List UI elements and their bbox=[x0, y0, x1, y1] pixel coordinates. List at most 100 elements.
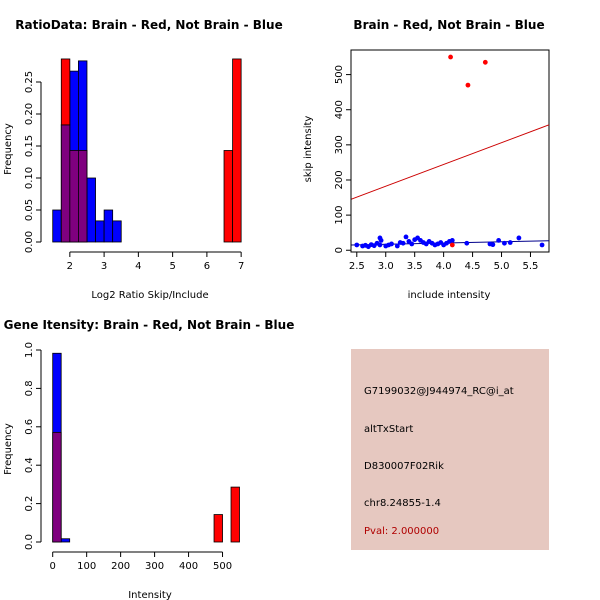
scatter-point-not-brain bbox=[377, 242, 383, 248]
ratio-bar-brain bbox=[223, 150, 233, 243]
ratio-y-tick-label: 0.20 bbox=[24, 103, 35, 125]
ratio-x-axis-label: Log2 Ratio Skip/Include bbox=[91, 290, 208, 301]
scatter-point-not-brain bbox=[516, 235, 522, 241]
intensity-y-axis: 0.0 0.2 0.4 0.6 0.8 1.0 bbox=[24, 342, 42, 550]
scatter-y-tick-label: 200 bbox=[334, 170, 345, 189]
scatter-panel: Brain - Red, Not Brain - Blue include in… bbox=[303, 18, 550, 301]
ratio-bar-not-brain bbox=[86, 177, 96, 243]
scatter-x-tick-label: 4.0 bbox=[436, 261, 452, 272]
ratio-bar-brain bbox=[60, 58, 71, 126]
scatter-chart-title: Brain - Red, Not Brain - Blue bbox=[353, 18, 544, 32]
ratio-y-axis: 0.00 0.05 0.10 0.15 0.20 0.25 bbox=[24, 71, 42, 253]
ratio-y-tick-label: 0.25 bbox=[24, 71, 35, 93]
ratio-histogram-panel: RatioData: Brain - Red, Not Brain - Blue… bbox=[3, 18, 283, 301]
scatter-x-axis: 2.5 3.0 3.5 4.0 4.5 5.0 5.5 bbox=[349, 251, 539, 272]
ratio-x-axis: 2 3 4 5 6 7 bbox=[67, 251, 244, 272]
scatter-point-brain bbox=[449, 242, 455, 248]
ratio-y-tick-label: 0.10 bbox=[24, 167, 35, 189]
intensity-chart-title: Gene Itensity: Brain - Red, Not Brain - … bbox=[4, 318, 295, 332]
ratio-x-tick-label: 4 bbox=[135, 261, 141, 272]
scatter-x-tick-label: 5.0 bbox=[494, 261, 510, 272]
scatter-point-not-brain bbox=[507, 240, 513, 245]
intensity-histogram-panel: Gene Itensity: Brain - Red, Not Brain - … bbox=[3, 318, 294, 600]
scatter-point-not-brain bbox=[409, 241, 415, 247]
scatter-point-not-brain bbox=[539, 242, 545, 248]
intensity-x-tick-label: 500 bbox=[213, 561, 232, 572]
scatter-point-not-brain bbox=[464, 240, 470, 246]
intensity-x-axis: 0 100 200 300 400 500 bbox=[50, 551, 232, 572]
scatter-y-axis-label: skip intensity bbox=[303, 116, 314, 183]
intensity-y-tick-label: 0.6 bbox=[24, 419, 35, 435]
intensity-x-tick-label: 300 bbox=[145, 561, 164, 572]
location-text: chr8.24855-1.4 bbox=[364, 498, 441, 509]
scatter-point-not-brain bbox=[378, 238, 384, 243]
intensity-y-axis-label: Frequency bbox=[3, 423, 14, 475]
scatter-point-brain bbox=[448, 54, 453, 60]
ratio-x-tick-label: 6 bbox=[204, 261, 210, 272]
scatter-point-not-brain bbox=[496, 238, 502, 243]
ratio-x-tick-label: 7 bbox=[238, 261, 244, 272]
ratio-x-tick-label: 5 bbox=[169, 261, 175, 272]
scatter-point-not-brain bbox=[389, 241, 394, 247]
ratio-bar-not-brain bbox=[52, 209, 62, 243]
ratio-bar-not-brain bbox=[103, 209, 114, 243]
probe-id-text: G7199032@J944974_RC@i_at bbox=[364, 386, 514, 397]
scatter-y-tick-label: 300 bbox=[334, 135, 345, 154]
scatter-points bbox=[350, 54, 550, 250]
ratio-bar-brain bbox=[232, 58, 242, 243]
scatter-y-tick-label: 0 bbox=[334, 247, 345, 253]
ratio-x-tick-label: 2 bbox=[67, 261, 73, 272]
scatter-plot-box bbox=[350, 49, 550, 253]
ratio-y-tick-label: 0.15 bbox=[24, 135, 35, 157]
scatter-point-not-brain bbox=[400, 240, 406, 246]
ratio-bar-not-brain bbox=[95, 220, 105, 243]
scatter-point-brain bbox=[465, 82, 471, 88]
scatter-point-not-brain bbox=[354, 242, 360, 248]
ratio-y-tick-label: 0.00 bbox=[24, 231, 35, 253]
event-type-text: altTxStart bbox=[364, 424, 414, 435]
ratio-bar-overlap bbox=[78, 150, 88, 243]
scatter-x-tick-label: 3.5 bbox=[407, 261, 423, 272]
intensity-y-tick-label: 0.8 bbox=[24, 380, 35, 396]
intensity-bar-brain bbox=[213, 514, 223, 543]
ratio-y-axis-label: Frequency bbox=[3, 123, 14, 175]
intensity-x-tick-label: 0 bbox=[50, 561, 56, 572]
intensity-bar-overlap bbox=[52, 431, 62, 543]
gene-info-panel: G7199032@J944974_RC@i_at altTxStart D830… bbox=[351, 349, 549, 550]
scatter-x-tick-label: 3.0 bbox=[378, 261, 394, 272]
intensity-x-tick-label: 200 bbox=[111, 561, 130, 572]
ratio-x-tick-label: 3 bbox=[101, 261, 107, 272]
intensity-y-tick-label: 0.4 bbox=[24, 457, 35, 473]
scatter-x-tick-label: 2.5 bbox=[349, 261, 365, 272]
scatter-y-tick-label: 400 bbox=[334, 100, 345, 119]
intensity-x-axis-label: Intensity bbox=[128, 590, 172, 600]
scatter-y-axis: 0 100 200 300 400 500 bbox=[334, 65, 352, 253]
intensity-bars bbox=[52, 352, 240, 543]
scatter-x-tick-label: 4.5 bbox=[465, 261, 481, 272]
scatter-y-tick-label: 500 bbox=[334, 65, 345, 84]
scatter-point-not-brain bbox=[449, 238, 455, 243]
pval-text: Pval: 2.000000 bbox=[364, 526, 440, 537]
intensity-y-tick-label: 0.2 bbox=[24, 496, 35, 512]
scatter-y-tick-label: 100 bbox=[334, 206, 345, 225]
ratio-y-tick-label: 0.05 bbox=[24, 199, 35, 221]
ratio-chart-title: RatioData: Brain - Red, Not Brain - Blue bbox=[15, 18, 282, 32]
intensity-bar-not-brain bbox=[60, 538, 71, 543]
scatter-point-not-brain bbox=[502, 240, 507, 246]
scatter-point-not-brain bbox=[403, 234, 409, 240]
ratio-bar-overlap bbox=[60, 124, 71, 243]
intensity-x-tick-label: 400 bbox=[179, 561, 198, 572]
scatter-point-not-brain bbox=[394, 243, 400, 249]
intensity-bar-brain bbox=[230, 486, 240, 543]
ratio-bar-overlap bbox=[69, 150, 79, 243]
scatter-x-tick-label: 5.5 bbox=[523, 261, 539, 272]
ratio-bar-not-brain bbox=[112, 220, 122, 243]
scatter-point-brain bbox=[482, 59, 488, 65]
ratio-bars bbox=[52, 58, 242, 243]
intensity-y-tick-label: 1.0 bbox=[24, 342, 35, 358]
scatter-point-not-brain bbox=[490, 242, 496, 248]
intensity-y-tick-label: 0.0 bbox=[24, 534, 35, 550]
scatter-x-axis-label: include intensity bbox=[408, 290, 491, 301]
fit-line bbox=[350, 124, 550, 200]
